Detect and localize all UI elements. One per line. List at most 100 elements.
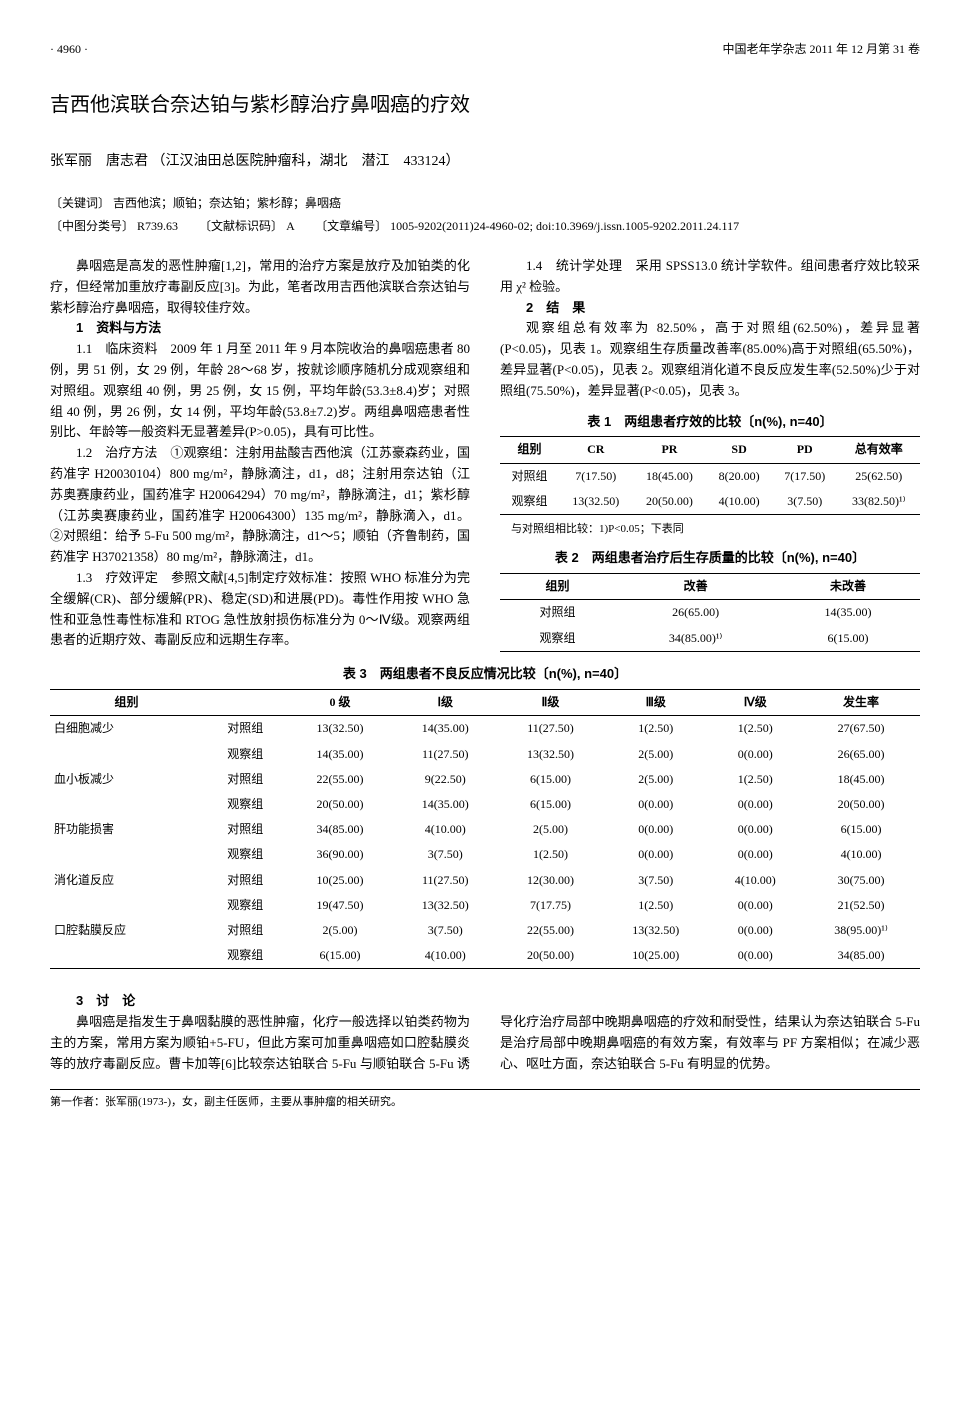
table-cell: 7(17.75) (498, 893, 603, 918)
article-no-value: 1005-9202(2011)24-4960-02; doi:10.3969/j… (390, 219, 739, 233)
table3-caption: 表 3 两组患者不良反应情况比较〔n(%), n=40〕 (50, 664, 920, 685)
table-cell: 0(0.00) (708, 792, 802, 817)
table-cell: 14(35.00) (287, 742, 392, 767)
table-cell: 1(2.50) (603, 893, 708, 918)
table-cell: 观察组 (203, 742, 287, 767)
table-header: Ⅳ级 (708, 690, 802, 716)
table-cell: 34(85.00) (802, 943, 920, 969)
intro-paragraph: 鼻咽癌是高发的恶性肿瘤[1,2]，常用的治疗方案是放疗及加铂类的化疗，但经常加重… (50, 256, 470, 318)
table-cell: 4(10.00) (802, 842, 920, 867)
table-cell: 观察组 (500, 489, 559, 515)
table-cell: 对照组 (203, 716, 287, 742)
table-cell: 18(45.00) (802, 767, 920, 792)
table-cell: 12(30.00) (498, 868, 603, 893)
table-cell: 3(7.50) (393, 918, 498, 943)
journal-header-right: 中国老年学杂志 2011 年 12 月第 31 卷 (722, 40, 920, 59)
table-cell: 0(0.00) (708, 842, 802, 867)
table-cell: 10(25.00) (603, 943, 708, 969)
table-cell: 34(85.00)¹⁾ (615, 626, 776, 652)
table-cell: 观察组 (203, 792, 287, 817)
table-cell: 对照组 (203, 868, 287, 893)
page-number-left: · 4960 · (50, 40, 88, 59)
table-cell: 36(90.00) (287, 842, 392, 867)
table-cell: 6(15.00) (776, 626, 920, 652)
subsection-1-4: 1.4 统计学处理 采用 SPSS13.0 统计学软件。组间患者疗效比较采用 χ… (500, 256, 920, 298)
table-header: 组别 (50, 690, 203, 716)
table-cell: 3(7.50) (603, 868, 708, 893)
table2: 组别改善未改善 对照组26(65.00)14(35.00)观察组34(85.00… (500, 573, 920, 652)
table-header (203, 690, 287, 716)
section-3-paragraph: 鼻咽癌是指发生于鼻咽黏膜的恶性肿瘤，化疗一般选择以铂类药物为主的方案，常用方案为… (50, 1012, 920, 1074)
section-3-title: 3 讨 论 (50, 991, 920, 1012)
clc-label: 〔中图分类号〕 (50, 219, 134, 233)
table-cell: 22(55.00) (498, 918, 603, 943)
table-header: PD (772, 437, 838, 463)
table-cell: 0(0.00) (708, 943, 802, 969)
table-cell: 20(50.00) (498, 943, 603, 969)
table-cell: 11(27.50) (393, 742, 498, 767)
table-cell: 4(10.00) (393, 817, 498, 842)
table-header: PR (633, 437, 707, 463)
table-cell: 1(2.50) (603, 716, 708, 742)
table-row-group: 白细胞减少 (50, 716, 203, 742)
table-cell: 2(5.00) (287, 918, 392, 943)
table-cell: 6(15.00) (498, 792, 603, 817)
table1-note: 与对照组相比较：1)P<0.05；下表同 (511, 521, 920, 539)
table-cell: 13(32.50) (603, 918, 708, 943)
table-cell: 13(32.50) (393, 893, 498, 918)
subsection-1-3: 1.3 疗效评定 参照文献[4,5]制定疗效标准：按照 WHO 标准分为完全缓解… (50, 568, 470, 651)
table-cell: 20(50.00) (633, 489, 707, 515)
table-cell: 34(85.00) (287, 817, 392, 842)
table-row-group (50, 792, 203, 817)
table-row-group (50, 943, 203, 969)
table-cell: 10(25.00) (287, 868, 392, 893)
keywords-label: 〔关键词〕 (50, 196, 110, 210)
table-cell: 6(15.00) (287, 943, 392, 969)
table-row-group: 血小板减少 (50, 767, 203, 792)
table-cell: 14(35.00) (776, 600, 920, 626)
table-cell: 9(22.50) (393, 767, 498, 792)
section-2-title: 2 结 果 (500, 298, 920, 319)
table-cell: 1(2.50) (498, 842, 603, 867)
table1: 组别CRPRSDPD总有效率 对照组7(17.50)18(45.00)8(20.… (500, 436, 920, 515)
table-cell: 21(52.50) (802, 893, 920, 918)
table-cell: 对照组 (500, 600, 615, 626)
table-cell: 6(15.00) (498, 767, 603, 792)
table-cell: 38(95.00)¹⁾ (802, 918, 920, 943)
table-cell: 对照组 (500, 463, 559, 489)
table-header: CR (559, 437, 633, 463)
table2-caption: 表 2 两组患者治疗后生存质量的比较〔n(%), n=40〕 (500, 548, 920, 569)
doc-code-value: A (286, 219, 294, 233)
table-row-group (50, 842, 203, 867)
table-row-group: 口腔黏膜反应 (50, 918, 203, 943)
table-cell: 25(62.50) (838, 463, 920, 489)
table-header: Ⅲ级 (603, 690, 708, 716)
table-cell: 11(27.50) (393, 868, 498, 893)
subsection-1-1: 1.1 临床资料 2009 年 1 月至 2011 年 9 月本院收治的鼻咽癌患… (50, 339, 470, 443)
table-row-group: 肝功能损害 (50, 817, 203, 842)
table-header: 发生率 (802, 690, 920, 716)
first-author-footnote: 第一作者：张军丽(1973-)，女，副主任医师，主要从事肿瘤的相关研究。 (50, 1089, 920, 1112)
table-cell: 对照组 (203, 918, 287, 943)
table-cell: 观察组 (203, 893, 287, 918)
table-cell: 19(47.50) (287, 893, 392, 918)
table-cell: 14(35.00) (393, 716, 498, 742)
table-cell: 26(65.00) (615, 600, 776, 626)
table-cell: 11(27.50) (498, 716, 603, 742)
article-no-label: 〔文章编号〕 (321, 219, 387, 233)
table-header: Ⅰ级 (393, 690, 498, 716)
table-row-group: 消化道反应 (50, 868, 203, 893)
subsection-1-2: 1.2 治疗方法 ①观察组：注射用盐酸吉西他滨（江苏豪森药业，国药准字 H200… (50, 443, 470, 568)
clc-value: R739.63 (137, 219, 178, 233)
doc-code-label: 〔文献标识码〕 (205, 219, 283, 233)
section-1-title: 1 资料与方法 (50, 318, 470, 339)
table-header: 改善 (615, 574, 776, 600)
table-cell: 27(67.50) (802, 716, 920, 742)
table-cell: 4(10.00) (708, 868, 802, 893)
table-header: 组别 (500, 437, 559, 463)
table-cell: 33(82.50)¹⁾ (838, 489, 920, 515)
table-cell: 0(0.00) (708, 893, 802, 918)
table-header: 总有效率 (838, 437, 920, 463)
table-cell: 对照组 (203, 817, 287, 842)
table-cell: 6(15.00) (802, 817, 920, 842)
